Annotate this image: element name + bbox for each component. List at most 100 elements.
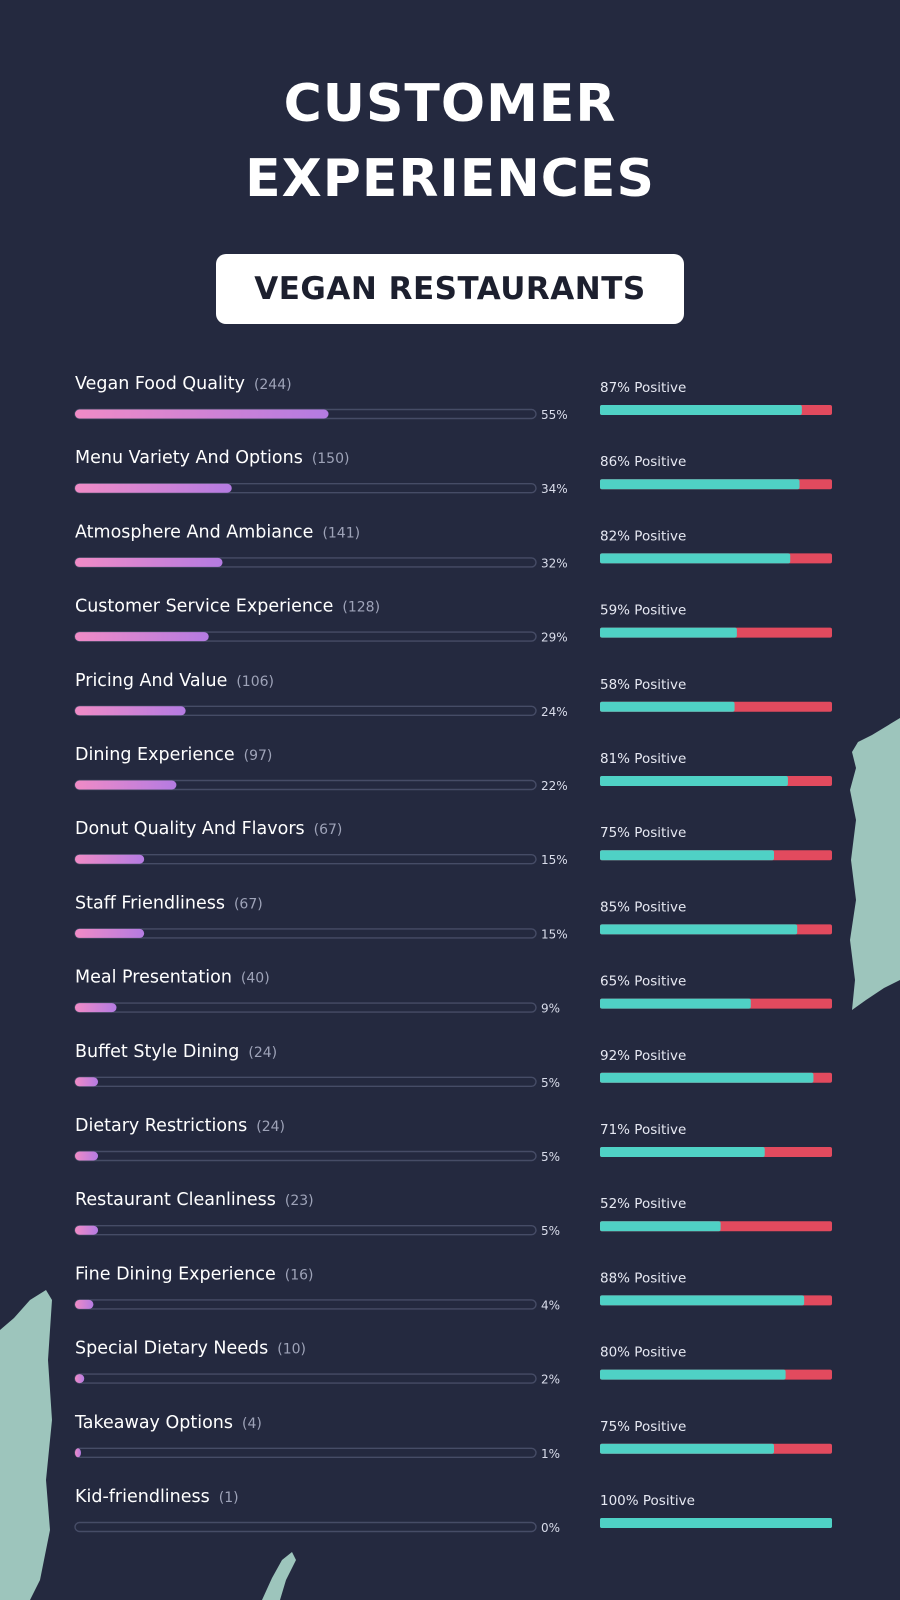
share-label: 22% xyxy=(541,779,568,793)
share-bar xyxy=(75,780,177,790)
row-label-text: Meal Presentation xyxy=(75,968,232,988)
share-bar xyxy=(75,1299,94,1309)
share-label: 32% xyxy=(541,556,568,570)
row-count: (1) xyxy=(219,1490,239,1506)
sentiment-label: 88% Positive xyxy=(600,1270,686,1286)
sentiment-label: 80% Positive xyxy=(600,1345,686,1361)
row-label: Customer Service Experience (128) xyxy=(75,597,380,617)
row-label: Menu Variety And Options (150) xyxy=(75,448,349,468)
row-count: (16) xyxy=(285,1267,314,1283)
chart-row: Buffet Style Dining (24) 5% 92% Positive xyxy=(74,1042,832,1090)
share-label: 15% xyxy=(541,853,568,867)
share-track xyxy=(74,1447,537,1459)
row-label-text: Special Dietary Needs xyxy=(75,1339,268,1359)
sentiment-positive-bar xyxy=(600,1518,832,1528)
row-label-text: Takeaway Options xyxy=(74,1413,233,1433)
row-label: Staff Friendliness (67) xyxy=(75,893,263,913)
row-count: (67) xyxy=(314,822,343,838)
chart-row: Customer Service Experience (128) 29% 59% P… xyxy=(74,597,832,645)
row-label-text: Kid-friendliness xyxy=(75,1487,210,1507)
sentiment-label: 81% Positive xyxy=(600,751,686,767)
row-label: Takeaway Options (4) xyxy=(74,1413,262,1433)
chart-row: Pricing And Value (106) 24% 58% Positive xyxy=(74,671,832,719)
sentiment-label: 75% Positive xyxy=(600,1419,686,1435)
row-label-text: Customer Service Experience xyxy=(75,597,333,617)
share-bar xyxy=(75,632,209,642)
row-label-text: Fine Dining Experience xyxy=(75,1264,276,1284)
chart-row: Dining Experience (97) 22% 81% Positive xyxy=(74,745,832,793)
chart-row: Meal Presentation (40) 9% 65% Positive xyxy=(74,968,832,1016)
sentiment-positive-bar xyxy=(600,776,788,786)
share-bar xyxy=(75,409,329,419)
share-label: 24% xyxy=(541,705,568,719)
share-bar xyxy=(75,1374,85,1384)
brush-stroke-right xyxy=(850,718,900,1010)
sentiment-label: 59% Positive xyxy=(600,603,686,619)
share-bar xyxy=(75,854,145,864)
brush-stroke-bottom xyxy=(262,1552,296,1600)
row-count: (67) xyxy=(234,896,263,912)
row-label-text: Dining Experience xyxy=(75,745,235,765)
row-label: Restaurant Cleanliness (23) xyxy=(75,1190,314,1210)
share-label: 4% xyxy=(541,1298,560,1312)
share-track xyxy=(74,1150,537,1162)
sentiment-label: 87% Positive xyxy=(600,380,686,396)
row-count: (106) xyxy=(236,674,274,690)
row-count: (141) xyxy=(322,525,360,541)
chart-row: Staff Friendliness (67) 15% 85% Positive xyxy=(74,893,832,941)
sentiment-label: 82% Positive xyxy=(600,528,686,544)
share-label: 5% xyxy=(541,1224,560,1238)
share-track xyxy=(74,1299,537,1310)
row-label: Fine Dining Experience (16) xyxy=(75,1264,313,1284)
sentiment-label: 75% Positive xyxy=(600,825,686,841)
share-bar xyxy=(75,483,232,493)
row-label-text: Buffet Style Dining xyxy=(75,1042,239,1062)
share-label: 15% xyxy=(541,927,568,941)
row-label: Kid-friendliness (1) xyxy=(75,1487,239,1507)
row-count: (244) xyxy=(254,377,292,393)
chart-row: Vegan Food Quality (244) 55% 87% Positive xyxy=(74,374,832,422)
share-track xyxy=(74,1002,537,1013)
chart-row: Kid-friendliness (1) 0% 100% Positive xyxy=(74,1487,832,1535)
row-label: Buffet Style Dining (24) xyxy=(75,1042,277,1062)
brush-stroke-left xyxy=(0,1290,52,1600)
row-count: (40) xyxy=(241,971,270,987)
row-label-text: Donut Quality And Flavors xyxy=(75,819,305,839)
sentiment-positive-bar xyxy=(600,479,800,490)
row-label-text: Restaurant Cleanliness xyxy=(75,1190,276,1210)
share-bar xyxy=(75,706,186,716)
share-track xyxy=(74,1224,537,1236)
share-label: 5% xyxy=(541,1076,560,1090)
chart-row: Fine Dining Experience (16) 4% 88% Positive xyxy=(74,1264,832,1312)
share-track xyxy=(74,1076,537,1088)
row-label: Dietary Restrictions (24) xyxy=(75,1116,285,1136)
row-count: (4) xyxy=(242,1416,262,1432)
title-line-1: CUSTOMER xyxy=(283,74,617,134)
row-count: (97) xyxy=(244,748,273,764)
share-bar xyxy=(75,1077,99,1087)
share-track xyxy=(74,1521,537,1533)
share-bar xyxy=(75,557,223,567)
chart-row: Atmosphere And Ambiance (141) 32% 82% Posit… xyxy=(74,522,832,570)
sentiment-positive-bar xyxy=(600,627,737,638)
sentiment-positive-bar xyxy=(600,553,791,564)
sentiment-positive-bar xyxy=(600,924,798,935)
row-label-text: Atmosphere And Ambiance xyxy=(75,522,313,542)
share-label: 34% xyxy=(541,482,568,496)
row-label: Donut Quality And Flavors (67) xyxy=(75,819,342,839)
sentiment-label: 86% Positive xyxy=(600,454,686,470)
share-label: 55% xyxy=(541,408,568,422)
row-label: Dining Experience (97) xyxy=(75,745,272,765)
share-bar xyxy=(75,1151,99,1161)
chart-row: Donut Quality And Flavors (67) 15% 75% Posi… xyxy=(74,819,832,867)
sentiment-positive-bar xyxy=(600,1443,774,1454)
subtitle-badge: VEGAN RESTAURANTS xyxy=(216,254,684,324)
sentiment-label: 71% Positive xyxy=(600,1122,686,1138)
chart-row: Dietary Restrictions (24) 5% 71% Positive xyxy=(74,1116,832,1164)
sentiment-positive-bar xyxy=(600,701,735,712)
row-count: (150) xyxy=(312,451,350,467)
share-label: 29% xyxy=(541,631,568,645)
sentiment-label: 58% Positive xyxy=(600,677,686,693)
share-label: 5% xyxy=(541,1150,560,1164)
